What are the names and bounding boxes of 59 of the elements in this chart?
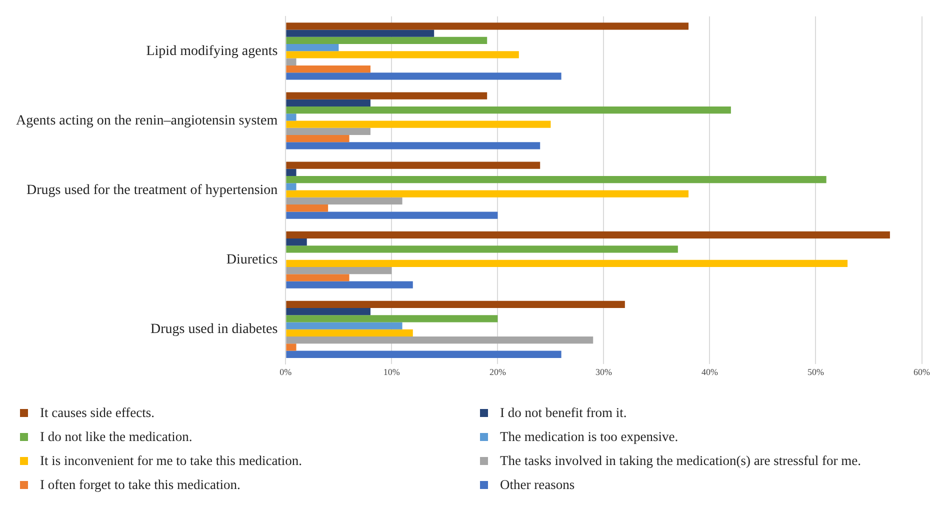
bar: [286, 92, 488, 100]
legend-label: It is inconvenient for me to take this medication.: [40, 453, 302, 469]
bar: [286, 106, 731, 114]
bar: [286, 231, 890, 238]
bar: [286, 190, 689, 198]
bar: [286, 183, 296, 190]
y-tick-label: Agents acting on the renin–angiotensin system: [16, 113, 278, 128]
bar: [286, 350, 562, 358]
bar: [286, 315, 498, 322]
bar: [286, 162, 540, 169]
bar: [286, 72, 562, 80]
bar: [286, 51, 519, 58]
y-tick-label: Diuretics: [226, 252, 278, 268]
bar: [286, 65, 370, 73]
bar: [286, 308, 370, 316]
bar: [286, 135, 350, 142]
bar: [286, 128, 370, 135]
bar: [286, 238, 307, 246]
bar: [286, 168, 296, 176]
y-tick-label: Drugs used in diabetes: [150, 322, 278, 338]
bar: [286, 30, 434, 37]
x-tick-label: 20%: [489, 366, 506, 377]
bar: [286, 300, 625, 308]
bar: [286, 204, 328, 212]
legend-label: The medication is too expensive.: [500, 429, 678, 445]
legend-label: Other reasons: [500, 477, 575, 493]
x-tick-label: 40%: [701, 366, 718, 377]
bar: [286, 246, 678, 253]
bar: [286, 22, 689, 30]
bar: [286, 58, 296, 66]
x-tick-label: 60%: [914, 366, 930, 377]
legend-label: I do not like the medication.: [40, 429, 192, 445]
legend-label: I do not benefit from it.: [500, 405, 627, 421]
bar: [286, 281, 413, 288]
bar: [286, 36, 488, 44]
bar: [286, 322, 402, 330]
bar: [286, 99, 370, 106]
bar: [286, 274, 350, 282]
bar: [286, 336, 594, 344]
x-tick-label: 50%: [807, 366, 824, 377]
x-tick-label: 0%: [280, 366, 292, 377]
bar: [286, 120, 551, 128]
bar: [286, 266, 392, 274]
y-tick-label: Lipid modifying agents: [146, 44, 278, 59]
legend-label: I often forget to take this medication.: [40, 477, 240, 493]
legend-label: It causes side effects.: [40, 405, 154, 421]
bar: [286, 260, 848, 267]
bar: [286, 44, 339, 52]
x-tick-label: 30%: [595, 366, 612, 377]
bar: [286, 176, 826, 184]
bar: [286, 329, 413, 337]
bar: [286, 197, 402, 205]
bar: [286, 142, 540, 150]
legend-label: The tasks involved in taking the medication(s) are stressful for me.: [500, 453, 862, 469]
bar: [286, 114, 296, 121]
bar: [286, 212, 498, 219]
x-tick-label: 10%: [383, 366, 400, 377]
y-tick-label: Drugs used for the treatment of hypertension: [26, 182, 278, 198]
bar: [286, 344, 296, 351]
